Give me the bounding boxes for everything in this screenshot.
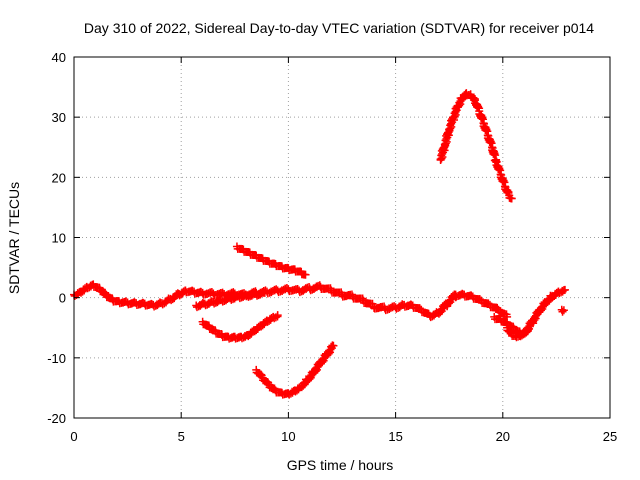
series-main-band — [70, 280, 512, 322]
y-tick-label: 30 — [52, 110, 66, 125]
x-axis-label: GPS time / hours — [287, 457, 394, 473]
x-tick-label: 5 — [178, 429, 185, 444]
series-falling-segment-8-11h — [232, 242, 310, 279]
data-point — [559, 306, 568, 315]
x-tick-label: 0 — [70, 429, 77, 444]
data-point — [560, 285, 569, 294]
data-point — [301, 270, 310, 279]
chart-title: Day 310 of 2022, Sidereal Day-to-day VTE… — [84, 20, 594, 36]
series-deep-dip-8-5-12h — [252, 341, 338, 399]
x-tick-label: 25 — [603, 429, 617, 444]
y-tick-label: 20 — [52, 170, 66, 185]
series-lower-branch-5-7-9h — [192, 288, 269, 312]
x-tick-label: 15 — [388, 429, 402, 444]
y-tick-label: 10 — [52, 231, 66, 246]
data-point — [524, 324, 533, 333]
grid-lines — [74, 57, 610, 418]
series-isolated-22-8h — [557, 305, 568, 316]
y-tick-label: 40 — [52, 50, 66, 65]
data-point-band — [100, 289, 109, 298]
x-tick-label: 20 — [496, 429, 510, 444]
data-point — [260, 288, 269, 297]
data-points — [70, 89, 569, 399]
y-axis-label: SDTVAR / TECUs — [6, 182, 22, 294]
series-dip-6-9-5h — [198, 311, 282, 343]
data-point-band — [493, 303, 502, 312]
data-point-band — [523, 326, 532, 335]
y-tick-label: -10 — [47, 351, 66, 366]
series-upper-arc — [436, 89, 516, 203]
data-point-band — [558, 307, 567, 316]
data-point — [329, 341, 338, 350]
y-tick-label: 0 — [59, 291, 66, 306]
series-low-branch-20-2-21-2h — [503, 323, 533, 342]
y-tick-label: -20 — [47, 411, 66, 426]
axis-ticks: 0 5 10 15 20 25 -20 -10 0 10 20 30 40 — [47, 50, 617, 444]
data-point — [273, 311, 282, 320]
data-point — [507, 194, 516, 203]
x-tick-label: 10 — [281, 429, 295, 444]
